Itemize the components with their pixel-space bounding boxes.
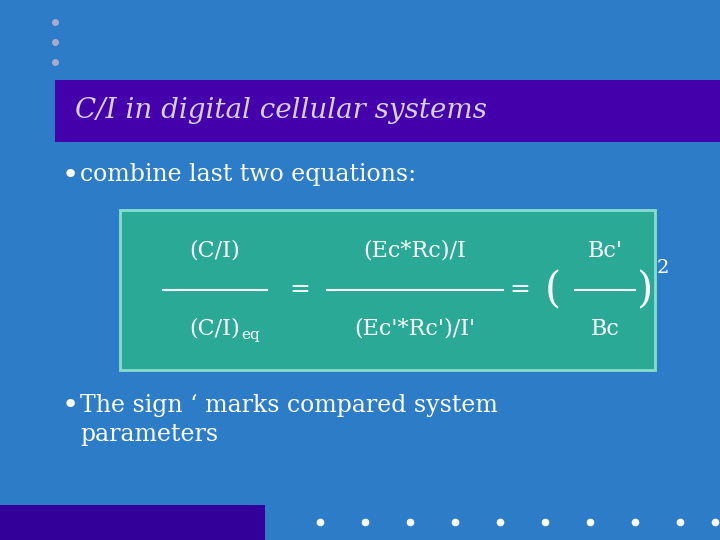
Bar (120, 210, 655, 370)
Text: (C/I): (C/I) (189, 318, 240, 340)
Text: parameters: parameters (80, 423, 218, 447)
Text: C/I in digital cellular systems: C/I in digital cellular systems (75, 98, 487, 125)
Bar (55, 80, 720, 142)
Text: combine last two equations:: combine last two equations: (80, 164, 416, 186)
Text: Bc: Bc (590, 318, 619, 340)
Text: 2: 2 (657, 259, 669, 277)
Text: (Ec*Rc)/I: (Ec*Rc)/I (364, 240, 467, 262)
Text: ): ) (637, 269, 653, 311)
Text: (Ec'*Rc')/I': (Ec'*Rc')/I' (354, 318, 476, 340)
Text: eq: eq (241, 328, 260, 342)
Text: (: ( (545, 269, 561, 311)
Text: (C/I): (C/I) (189, 240, 240, 262)
Text: =: = (510, 279, 531, 301)
Text: The sign ‘ marks compared system: The sign ‘ marks compared system (80, 394, 498, 416)
Text: =: = (289, 279, 310, 301)
Text: •: • (62, 161, 79, 189)
Bar (0, 505, 265, 540)
Text: Bc': Bc' (588, 240, 623, 262)
Text: •: • (62, 391, 79, 419)
